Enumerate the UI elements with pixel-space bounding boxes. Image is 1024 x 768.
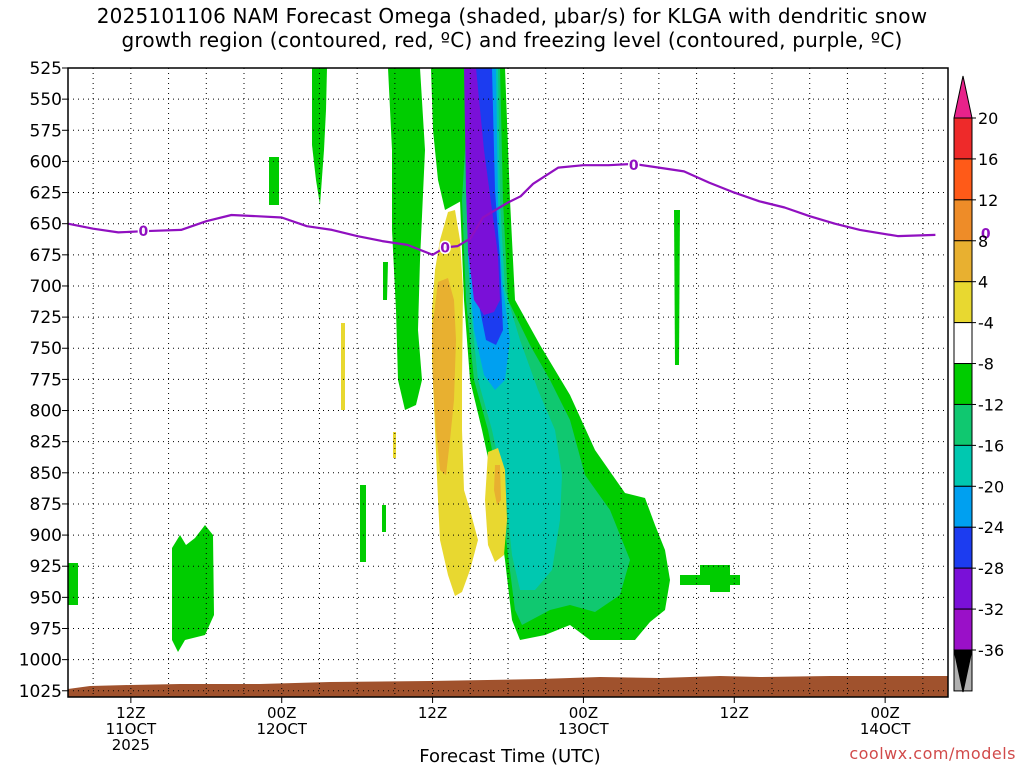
y-tick-label: 1000 [19, 651, 62, 671]
x-tick-label: 11OCT [106, 720, 157, 738]
colorbar-box [953, 240, 973, 283]
freezing-level-label: 0 [981, 227, 991, 243]
x-axis-title: Forecast Time (UTC) [419, 746, 601, 767]
colorbar-label: -8 [978, 355, 994, 374]
x-tick-label: 12Z [116, 704, 145, 722]
omega-region-purple [464, 68, 500, 315]
colorbar-box [953, 403, 973, 446]
y-tick-label: 775 [30, 370, 62, 390]
y-tick-label: 950 [30, 588, 62, 608]
colorbar-box [953, 281, 973, 324]
colorbar-box [953, 363, 973, 405]
colorbar-label: -32 [978, 600, 1004, 619]
colorbar-box [953, 158, 973, 201]
axes: 525 550 575 600 625 650 675 700 725 750 775 800 825 8… [19, 59, 949, 754]
y-tick-label: 1025 [19, 682, 62, 702]
colorbar: 20 16 12 8 4 -4 -8 -12 -16 -20 -24 -28 -32 -36 [953, 75, 1004, 693]
colorbar-label: 20 [978, 109, 998, 128]
y-tick-label: 850 [30, 464, 62, 484]
colorbar-box [953, 526, 973, 569]
omega-region-yellow [393, 432, 396, 458]
x-tick-label: 00Z [870, 704, 899, 722]
omega-region-orange [494, 465, 501, 505]
omega-shading [68, 68, 740, 652]
chart-title-line1: 2025101106 NAM Forecast Omega (shaded, μ… [96, 4, 928, 28]
colorbar-label: -4 [978, 314, 994, 333]
y-tick-label: 675 [30, 246, 62, 266]
omega-region-green [68, 563, 78, 605]
colorbar-box [953, 485, 973, 528]
x-tick-label: 12Z [720, 704, 749, 722]
colorbar-label: -36 [978, 641, 1004, 660]
colorbar-label: -24 [978, 518, 1004, 537]
colorbar-label: -28 [978, 559, 1004, 578]
x-tick-label: 12OCT [256, 720, 307, 738]
terrain-band [68, 676, 948, 697]
y-tick-label: 575 [30, 121, 62, 141]
y-tick-label: 525 [30, 59, 62, 79]
y-tick-label: 800 [30, 402, 62, 422]
y-tick-label: 875 [30, 495, 62, 515]
y-tick-label: 825 [30, 433, 62, 453]
colorbar-top-arrow [953, 75, 973, 119]
colorbar-box [953, 608, 973, 651]
y-tick-label: 700 [30, 277, 62, 297]
y-tick-label: 550 [30, 90, 62, 110]
x-tick-label: 2025 [112, 736, 150, 754]
omega-region-green [382, 505, 386, 532]
colorbar-label: -12 [978, 395, 1004, 414]
x-tick-label: 00Z [569, 704, 598, 722]
y-tick-label: 725 [30, 308, 62, 328]
chart-title-line2: growth region (contoured, red, ºC) and f… [121, 28, 903, 52]
colorbar-box [953, 567, 973, 610]
colorbar-label: 4 [978, 273, 988, 292]
omega-region-green [312, 68, 327, 205]
omega-region-green [680, 565, 740, 592]
colorbar-label: 16 [978, 150, 998, 169]
colorbar-box [953, 199, 973, 242]
terrain [68, 676, 948, 697]
y-tick-label: 625 [30, 184, 62, 204]
y-tick-label: 900 [30, 526, 62, 546]
y-tick-label: 750 [30, 339, 62, 359]
omega-region-green [674, 210, 680, 365]
omega-region-green [172, 525, 214, 652]
omega-region-orange [432, 278, 456, 475]
colorbar-label: 12 [978, 191, 998, 210]
credit-link[interactable]: coolwx.com/models [849, 744, 1016, 763]
x-tick-label: 13OCT [558, 720, 609, 738]
y-tick-label: 975 [30, 619, 62, 639]
freezing-level-label: 0 [629, 158, 639, 174]
x-tick-label: 00Z [267, 704, 296, 722]
y-tick-label: 600 [30, 152, 62, 172]
colorbar-label: -20 [978, 477, 1004, 496]
omega-region-green [269, 157, 279, 205]
omega-region-green [388, 68, 425, 410]
omega-region-green [360, 485, 366, 562]
colorbar-label: 8 [978, 232, 988, 251]
omega-region-yellow [341, 323, 345, 410]
omega-region-green [383, 262, 388, 300]
colorbar-box [953, 444, 973, 487]
omega-region-green [431, 68, 465, 210]
colorbar-label: -16 [978, 436, 1004, 455]
x-tick-label: 14OCT [860, 720, 911, 738]
x-tick-label: 12Z [418, 704, 447, 722]
freezing-level-label: 0 [440, 240, 450, 256]
freezing-level-label: 0 [139, 224, 149, 240]
y-tick-label: 925 [30, 557, 62, 577]
colorbar-box [953, 117, 973, 160]
omega-region-yellow [485, 448, 507, 562]
y-tick-label: 650 [30, 215, 62, 235]
colorbar-box [953, 322, 973, 365]
colorbar-bottom-arrow [953, 649, 973, 693]
freezing-level-line [67, 162, 936, 256]
plot-frame [67, 67, 949, 698]
freezing-level: 0 0 0 0 [67, 157, 992, 258]
